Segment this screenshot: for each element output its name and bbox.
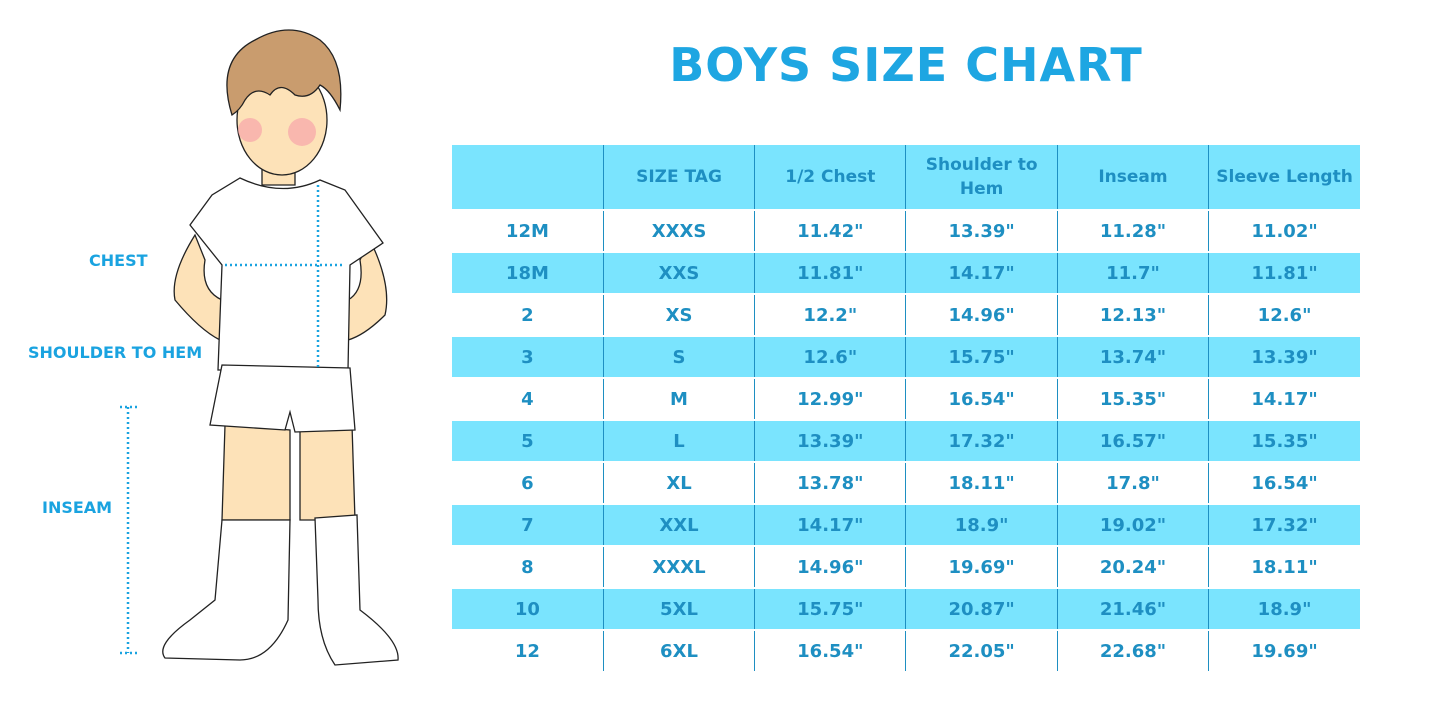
table-cell: 5XL [602, 587, 755, 630]
column-header: 1/2 Chest [754, 145, 906, 210]
table-row: 5 L 13.39" 17.32" 16.57" 15.35" [452, 419, 1360, 462]
page-title: BOYS SIZE CHART [669, 38, 1143, 92]
table-cell: 18.11" [905, 461, 1058, 504]
table-cell: 3 [452, 335, 604, 378]
table-row: 12M XXXS 11.42" 13.39" 11.28" 11.02" [452, 209, 1360, 252]
table-cell: 15.35" [1056, 377, 1209, 420]
table-cell: 14.17" [905, 251, 1058, 294]
header-row: SIZE TAG 1/2 Chest Shoulder to Hem Inseam Sl… [452, 145, 1360, 210]
table-cell: S [602, 335, 755, 378]
table-cell: 12M [452, 209, 604, 252]
table-cell: 16.57" [1056, 419, 1209, 462]
table-cell: 11.02" [1208, 209, 1360, 252]
table-cell: 13.39" [905, 209, 1058, 252]
table-cell: 11.42" [754, 209, 906, 252]
table-row: 7 XXL 14.17" 18.9" 19.02" 17.32" [452, 503, 1360, 546]
table-cell: 14.17" [754, 503, 906, 546]
table-cell: 15.75" [754, 587, 906, 630]
inseam-label: INSEAM [42, 498, 113, 517]
table-cell: XXXS [602, 209, 755, 252]
table-row: 2 XS 12.2" 14.96" 12.13" 12.6" [452, 293, 1360, 336]
table-cell: 20.24" [1056, 545, 1209, 588]
table-cell: 5 [452, 419, 604, 462]
table-cell: 16.54" [1208, 461, 1360, 504]
table-cell: 8 [452, 545, 604, 588]
table-cell: 11.28" [1056, 209, 1209, 252]
table-cell: 13.78" [754, 461, 906, 504]
table-cell: 19.02" [1056, 503, 1209, 546]
table-cell: 14.17" [1208, 377, 1360, 420]
column-header: Sleeve Length [1208, 145, 1360, 210]
table-row: 6 XL 13.78" 18.11" 17.8" 16.54" [452, 461, 1360, 504]
table-cell: XXS [602, 251, 755, 294]
table-row: 18M XXS 11.81" 14.17" 11.7" 11.81" [452, 251, 1360, 294]
shoulder-to-hem-label: SHOULDER TO HEM [28, 343, 203, 362]
table-cell: 18.9" [905, 503, 1058, 546]
table-cell: 14.96" [754, 545, 906, 588]
table-cell: 20.87" [905, 587, 1058, 630]
table-cell: 15.75" [905, 335, 1058, 378]
table-cell: 18M [452, 251, 604, 294]
column-header: Shoulder to Hem [905, 145, 1058, 210]
table-cell: 11.7" [1056, 251, 1209, 294]
table-row: 12 6XL 16.54" 22.05" 22.68" 19.69" [452, 629, 1360, 671]
table-cell: 6XL [602, 629, 755, 671]
table-cell: 2 [452, 293, 604, 336]
table-row: 3 S 12.6" 15.75" 13.74" 13.39" [452, 335, 1360, 378]
table-cell: 19.69" [905, 545, 1058, 588]
size-table: SIZE TAG 1/2 Chest Shoulder to Hem Inseam Sl… [452, 145, 1360, 671]
table-cell: 18.9" [1208, 587, 1360, 630]
table-cell: XXL [602, 503, 755, 546]
table-cell: 13.39" [754, 419, 906, 462]
table-cell: 21.46" [1056, 587, 1209, 630]
table-cell: 4 [452, 377, 604, 420]
table-cell: 14.96" [905, 293, 1058, 336]
table-cell: 16.54" [754, 629, 906, 671]
table-cell: L [602, 419, 755, 462]
table-cell: 7 [452, 503, 604, 546]
table-cell: 22.05" [905, 629, 1058, 671]
table-cell: 22.68" [1056, 629, 1209, 671]
table-cell: 16.54" [905, 377, 1058, 420]
table-cell: 18.11" [1208, 545, 1360, 588]
table-cell: XL [602, 461, 755, 504]
table-cell: 17.32" [1208, 503, 1360, 546]
table-cell: 12.2" [754, 293, 906, 336]
table-cell: 10 [452, 587, 604, 630]
table-cell: 12.99" [754, 377, 906, 420]
table-cell: 17.32" [905, 419, 1058, 462]
table-cell: XS [602, 293, 755, 336]
table-cell: 11.81" [754, 251, 906, 294]
table-cell: 12.6" [754, 335, 906, 378]
table-cell: 15.35" [1208, 419, 1360, 462]
table-cell: 11.81" [1208, 251, 1360, 294]
table-cell: 12 [452, 629, 604, 671]
table-row: 8 XXXL 14.96" 19.69" 20.24" 18.11" [452, 545, 1360, 588]
column-header: SIZE TAG [602, 145, 755, 210]
table-cell: 13.74" [1056, 335, 1209, 378]
table-cell: 12.6" [1208, 293, 1360, 336]
boy-illustration [120, 29, 399, 666]
table-cell: 13.39" [1208, 335, 1360, 378]
table-cell: M [602, 377, 755, 420]
table-row: 4 M 12.99" 16.54" 15.35" 14.17" [452, 377, 1360, 420]
column-header [452, 145, 604, 210]
table-cell: 17.8" [1056, 461, 1209, 504]
table-cell: 19.69" [1208, 629, 1360, 671]
column-header: Inseam [1056, 145, 1209, 210]
table-row: 10 5XL 15.75" 20.87" 21.46" 18.9" [452, 587, 1360, 630]
table-cell: XXXL [602, 545, 755, 588]
table-cell: 12.13" [1056, 293, 1209, 336]
chest-label: CHEST [89, 251, 148, 270]
table-cell: 6 [452, 461, 604, 504]
